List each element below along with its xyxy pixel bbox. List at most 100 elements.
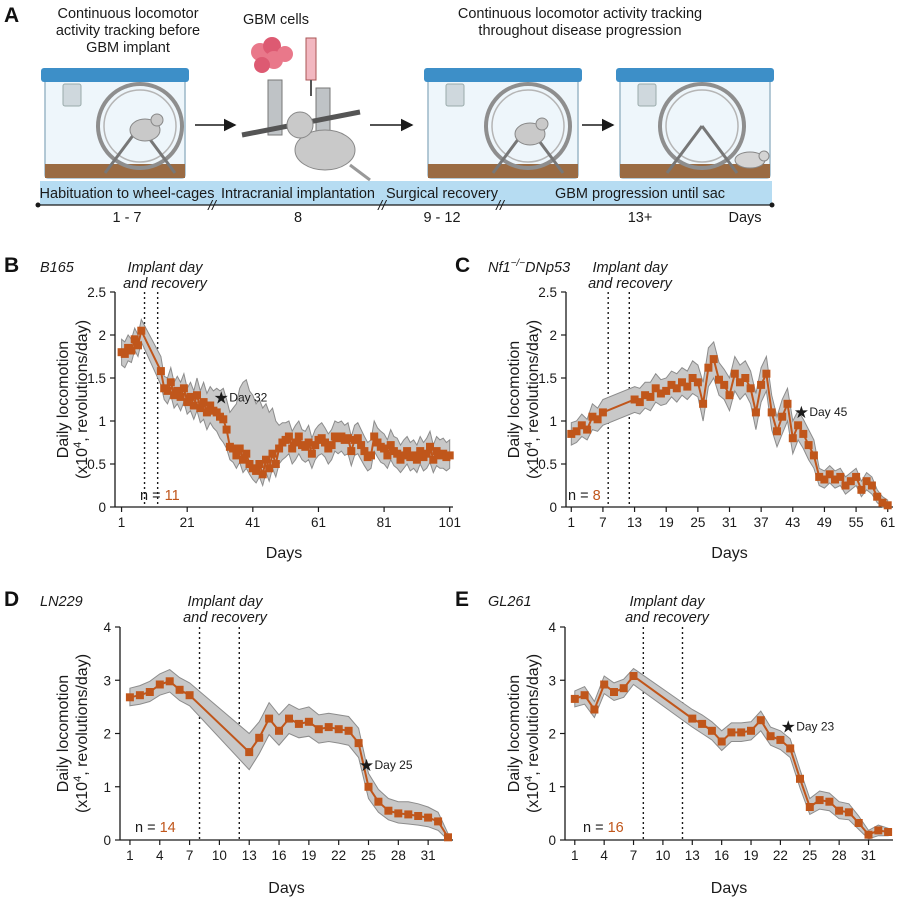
- data-point: [321, 438, 329, 447]
- data-point: [374, 797, 383, 806]
- data-point: [424, 813, 433, 822]
- data-point: [202, 408, 211, 417]
- data-point: [185, 691, 194, 700]
- data-point: [317, 434, 326, 443]
- x-tick-label: 21: [180, 515, 195, 530]
- text-throughout-line-1: Continuous locomotor activity tracking: [458, 6, 702, 22]
- n-label: n = 14: [135, 820, 176, 836]
- data-point: [852, 472, 861, 481]
- data-point: [301, 442, 310, 451]
- data-point: [255, 733, 264, 742]
- x-tick-label: 31: [421, 848, 436, 863]
- data-point: [193, 391, 201, 400]
- data-point: [610, 688, 618, 696]
- star-label: Day 45: [809, 405, 847, 419]
- data-point: [572, 427, 581, 436]
- annotation-line: Implant day: [630, 594, 706, 610]
- data-point: [672, 384, 681, 393]
- y-tick-label: 2: [103, 727, 111, 742]
- data-point: [175, 685, 184, 694]
- data-point: [422, 449, 431, 458]
- x-tick-label: 25: [690, 515, 705, 530]
- phase-label: Surgical recovery: [386, 186, 499, 202]
- data-point: [766, 732, 775, 741]
- annotation-line: and recovery: [588, 276, 673, 292]
- data-point: [145, 688, 154, 696]
- data-point: [884, 828, 893, 836]
- text-gbm-cells: GBM cells: [243, 12, 309, 28]
- data-point: [242, 449, 251, 458]
- data-point: [767, 408, 776, 417]
- data-point: [409, 451, 418, 460]
- data-point: [229, 444, 238, 453]
- data-point: [285, 714, 293, 723]
- data-point: [864, 830, 873, 839]
- y-tick-label: 0: [548, 833, 556, 848]
- data-point: [155, 680, 164, 689]
- data-point: [307, 449, 316, 458]
- phase-label: GBM progression until sac: [555, 186, 725, 202]
- x-tick-label: 19: [301, 848, 316, 863]
- x-tick-label: 7: [630, 848, 638, 863]
- data-point: [707, 726, 716, 735]
- mouse-icon: [514, 117, 549, 146]
- star-icon: ★: [214, 388, 229, 407]
- data-point: [756, 716, 765, 725]
- data-point: [619, 684, 628, 693]
- data-point: [846, 477, 855, 486]
- data-point: [794, 421, 803, 430]
- x-tick-label: 7: [186, 848, 194, 863]
- data-point: [239, 455, 247, 464]
- data-point: [778, 412, 787, 421]
- data-point: [393, 449, 402, 458]
- text-throughout-line-2: throughout disease progression: [478, 23, 681, 39]
- text-before-line-2: activity tracking before: [56, 23, 200, 39]
- annotation-line: Implant day: [188, 594, 264, 610]
- data-point: [741, 374, 750, 382]
- panel-letter: D: [4, 588, 19, 611]
- data-point: [127, 346, 136, 355]
- data-point: [786, 744, 795, 753]
- data-point: [737, 728, 746, 737]
- data-point: [222, 425, 231, 434]
- data-point: [426, 442, 434, 451]
- chart-title: Nf1−/−DNp53: [488, 258, 570, 276]
- data-point: [173, 386, 182, 395]
- data-point: [641, 391, 650, 400]
- data-point: [783, 399, 792, 408]
- y-tick-label: 4: [548, 620, 556, 635]
- y-tick-label: 3: [548, 673, 556, 688]
- chart-title: LN229: [40, 594, 83, 610]
- y-tick-label: 2: [548, 727, 556, 742]
- data-point: [416, 447, 425, 456]
- data-point: [344, 434, 352, 443]
- y-tick-label: 1: [549, 414, 557, 429]
- data-point: [776, 735, 785, 744]
- data-point: [662, 386, 671, 395]
- data-point: [799, 429, 808, 438]
- panel-letter-a: A: [4, 4, 19, 27]
- star-icon: ★: [781, 717, 796, 736]
- data-point: [156, 367, 165, 376]
- x-tick-label: 37: [754, 515, 769, 530]
- x-tick-label: 31: [861, 848, 876, 863]
- data-point: [125, 693, 134, 702]
- data-point: [635, 398, 644, 407]
- data-point: [179, 384, 188, 393]
- data-point: [854, 819, 863, 827]
- x-tick-label: 55: [849, 515, 864, 530]
- chart-title: GL261: [488, 594, 532, 610]
- data-point: [196, 404, 205, 413]
- x-axis-label: Days: [711, 880, 747, 897]
- data-point: [736, 378, 744, 387]
- data-point: [268, 449, 277, 458]
- data-point: [165, 677, 174, 686]
- data-point: [432, 447, 441, 456]
- series-line: [574, 674, 889, 836]
- data-point: [720, 380, 729, 389]
- y-tick-label: 0: [549, 500, 557, 515]
- x-tick-label: 19: [659, 515, 674, 530]
- data-point: [314, 725, 323, 734]
